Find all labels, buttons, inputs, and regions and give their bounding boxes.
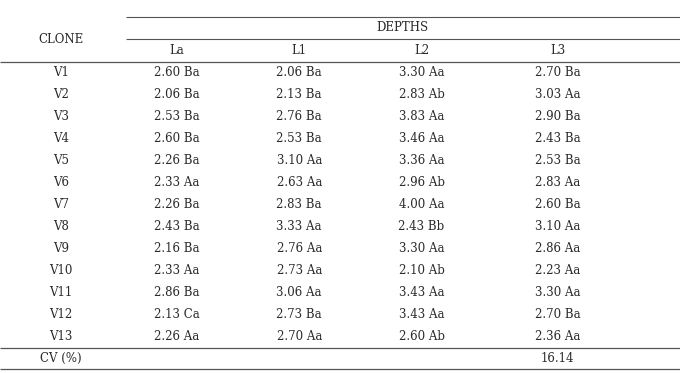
Text: 3.30 Aa: 3.30 Aa xyxy=(535,286,580,299)
Text: 2.83 Aa: 2.83 Aa xyxy=(535,176,580,189)
Text: 2.76 Ba: 2.76 Ba xyxy=(276,110,322,123)
Text: 2.83 Ab: 2.83 Ab xyxy=(398,88,445,101)
Text: 2.76 Aa: 2.76 Aa xyxy=(277,242,322,255)
Text: 2.53 Ba: 2.53 Ba xyxy=(154,110,200,123)
Text: 2.26 Ba: 2.26 Ba xyxy=(154,198,199,211)
Text: 3.33 Aa: 3.33 Aa xyxy=(277,220,322,233)
Text: 2.70 Aa: 2.70 Aa xyxy=(277,330,322,343)
Text: DEPTHS: DEPTHS xyxy=(377,22,429,34)
Text: 3.83 Aa: 3.83 Aa xyxy=(399,110,444,123)
Text: 2.43 Ba: 2.43 Ba xyxy=(154,220,200,233)
Text: 2.26 Aa: 2.26 Aa xyxy=(154,330,199,343)
Text: La: La xyxy=(169,44,184,57)
Text: 2.63 Aa: 2.63 Aa xyxy=(277,176,322,189)
Text: 3.36 Aa: 3.36 Aa xyxy=(399,154,444,167)
Text: 2.86 Ba: 2.86 Ba xyxy=(154,286,199,299)
Text: 2.53 Ba: 2.53 Ba xyxy=(534,154,581,167)
Text: 4.00 Aa: 4.00 Aa xyxy=(399,198,444,211)
Text: 2.43 Ba: 2.43 Ba xyxy=(534,132,581,145)
Text: 2.33 Aa: 2.33 Aa xyxy=(154,176,199,189)
Text: V4: V4 xyxy=(53,132,69,145)
Text: V5: V5 xyxy=(53,154,69,167)
Text: 3.43 Aa: 3.43 Aa xyxy=(399,286,444,299)
Text: 2.06 Ba: 2.06 Ba xyxy=(154,88,200,101)
Text: 2.33 Aa: 2.33 Aa xyxy=(154,264,199,277)
Text: 3.10 Aa: 3.10 Aa xyxy=(277,154,322,167)
Text: 2.83 Ba: 2.83 Ba xyxy=(277,198,322,211)
Text: V10: V10 xyxy=(50,264,73,277)
Text: 2.73 Aa: 2.73 Aa xyxy=(277,264,322,277)
Text: L2: L2 xyxy=(414,44,429,57)
Text: V8: V8 xyxy=(53,220,69,233)
Text: 2.13 Ba: 2.13 Ba xyxy=(277,88,322,101)
Text: 2.53 Ba: 2.53 Ba xyxy=(276,132,322,145)
Text: V12: V12 xyxy=(50,308,73,321)
Text: V13: V13 xyxy=(50,330,73,343)
Text: 2.16 Ba: 2.16 Ba xyxy=(154,242,199,255)
Text: 3.43 Aa: 3.43 Aa xyxy=(399,308,444,321)
Text: 3.03 Aa: 3.03 Aa xyxy=(535,88,580,101)
Text: L3: L3 xyxy=(550,44,565,57)
Text: 2.60 Ba: 2.60 Ba xyxy=(534,198,581,211)
Text: 2.43 Bb: 2.43 Bb xyxy=(398,220,445,233)
Text: V11: V11 xyxy=(50,286,73,299)
Text: 3.10 Aa: 3.10 Aa xyxy=(535,220,580,233)
Text: 2.70 Ba: 2.70 Ba xyxy=(534,66,581,79)
Text: 2.26 Ba: 2.26 Ba xyxy=(154,154,199,167)
Text: 2.86 Aa: 2.86 Aa xyxy=(535,242,580,255)
Text: 3.30 Aa: 3.30 Aa xyxy=(399,66,444,79)
Text: V1: V1 xyxy=(53,66,69,79)
Text: V6: V6 xyxy=(53,176,69,189)
Text: CV (%): CV (%) xyxy=(40,352,82,365)
Text: 2.10 Ab: 2.10 Ab xyxy=(398,264,445,277)
Text: CLONE: CLONE xyxy=(39,33,84,46)
Text: V7: V7 xyxy=(53,198,69,211)
Text: 2.23 Aa: 2.23 Aa xyxy=(535,264,580,277)
Text: 2.13 Ca: 2.13 Ca xyxy=(154,308,200,321)
Text: 3.30 Aa: 3.30 Aa xyxy=(399,242,444,255)
Text: 2.90 Ba: 2.90 Ba xyxy=(534,110,581,123)
Text: 3.46 Aa: 3.46 Aa xyxy=(399,132,444,145)
Text: 3.06 Aa: 3.06 Aa xyxy=(277,286,322,299)
Text: 2.73 Ba: 2.73 Ba xyxy=(276,308,322,321)
Text: 2.60 Ba: 2.60 Ba xyxy=(154,66,200,79)
Text: L1: L1 xyxy=(292,44,307,57)
Text: 2.60 Ba: 2.60 Ba xyxy=(154,132,200,145)
Text: 2.60 Ab: 2.60 Ab xyxy=(398,330,445,343)
Text: 2.36 Aa: 2.36 Aa xyxy=(535,330,580,343)
Text: 16.14: 16.14 xyxy=(541,352,575,365)
Text: V9: V9 xyxy=(53,242,69,255)
Text: 2.06 Ba: 2.06 Ba xyxy=(276,66,322,79)
Text: 2.96 Ab: 2.96 Ab xyxy=(398,176,445,189)
Text: V2: V2 xyxy=(53,88,69,101)
Text: 2.70 Ba: 2.70 Ba xyxy=(534,308,581,321)
Text: V3: V3 xyxy=(53,110,69,123)
